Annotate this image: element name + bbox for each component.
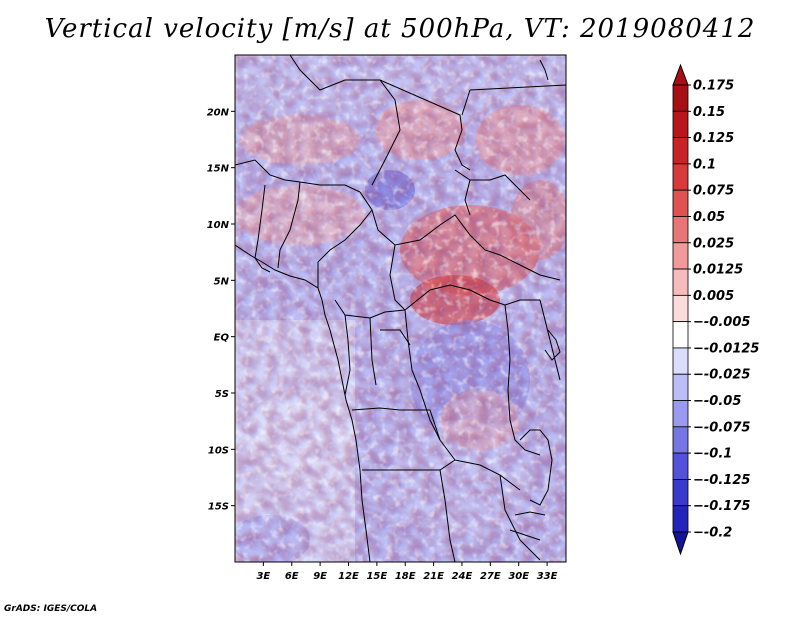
colorbar-label: −-0.1 [693,447,732,462]
colorbar-segment [672,137,689,165]
colorbar-label: 0.05 [693,210,725,225]
colorbar-label: −-0.125 [693,473,750,488]
colorbar-segment [672,452,689,480]
colorbar-label: 0.025 [693,236,734,251]
colorbar-label: −-0.075 [693,420,750,435]
colorbar-label: −-0.2 [693,526,732,541]
lat-tick-label: 15S [208,502,229,513]
colorbar-segment [672,426,689,454]
lat-tick-label: 5N [214,276,230,287]
colorbar-top-arrow [672,63,689,86]
lon-tick-label: 9E [313,571,327,582]
lon-tick-label: 21E [423,571,444,582]
colorbar-label: 0.125 [693,131,734,146]
colorbar-segment [672,373,689,401]
colorbar-segment [672,321,689,349]
lon-tick-label: 3E [256,571,270,582]
colorbar-segment [672,110,689,138]
latitude-axis: 20N 15N 10N 5N EQ 5S 10S 15S [207,107,235,513]
colorbar-segment [672,400,689,428]
map-frame [234,54,567,563]
colorbar-label: −-0.05 [693,394,741,409]
colorbar-label: −-0.175 [693,499,750,514]
lon-tick-label: 24E [452,571,473,582]
colorbar-segment [672,163,689,191]
grads-credit: GrADS: IGES/COLA [4,604,98,614]
lat-tick-label: 10N [207,220,230,231]
velocity-field [235,55,566,562]
colorbar-label: −-0.025 [693,368,750,383]
colorbar-segment [672,268,689,296]
colorbar-segment [672,216,689,244]
colorbar-segment [672,505,689,533]
lat-tick-label: 5S [215,389,229,400]
colorbar-label: 0.075 [693,184,734,199]
colorbar-segment [672,294,689,323]
colorbar-label: 0.15 [693,105,725,120]
colorbar-bottom-arrow [672,531,689,556]
lat-tick-label: EQ [214,333,230,344]
lon-tick-label: 15E [366,571,387,582]
lon-tick-label: 27E [480,571,501,582]
colorbar-segment [672,242,689,270]
longitude-axis: 3E 6E 9E 12E 15E 18E 21E 24E 27E 30E 33E [256,562,558,582]
map-title: Vertical velocity [m/s] at 500hPa, VT: 2… [44,14,756,44]
colorbar-segment [672,347,689,375]
lat-tick-label: 20N [207,107,230,118]
colorbar-label: −-0.005 [693,315,750,330]
colorbar-label: 0.175 [693,79,734,94]
lon-tick-label: 6E [285,571,299,582]
colorbar: 0.175 0.15 0.125 0.1 0.075 0.05 0.025 0.0125 0.0… [672,63,759,556]
lat-tick-label: 10S [208,445,229,456]
lat-tick-label: 15N [207,164,230,175]
colorbar-segment [672,479,689,507]
lon-tick-label: 30E [508,571,529,582]
colorbar-label: 0.005 [693,289,734,304]
colorbar-segment [672,189,689,217]
colorbar-segment [672,84,689,112]
country-borders [235,55,566,562]
lon-tick-label: 12E [338,571,359,582]
lon-tick-label: 18E [395,571,416,582]
colorbar-label: −-0.0125 [693,341,759,356]
colorbar-label: 0.0125 [693,263,743,278]
colorbar-label: 0.1 [693,157,716,172]
lon-tick-label: 33E [537,571,558,582]
